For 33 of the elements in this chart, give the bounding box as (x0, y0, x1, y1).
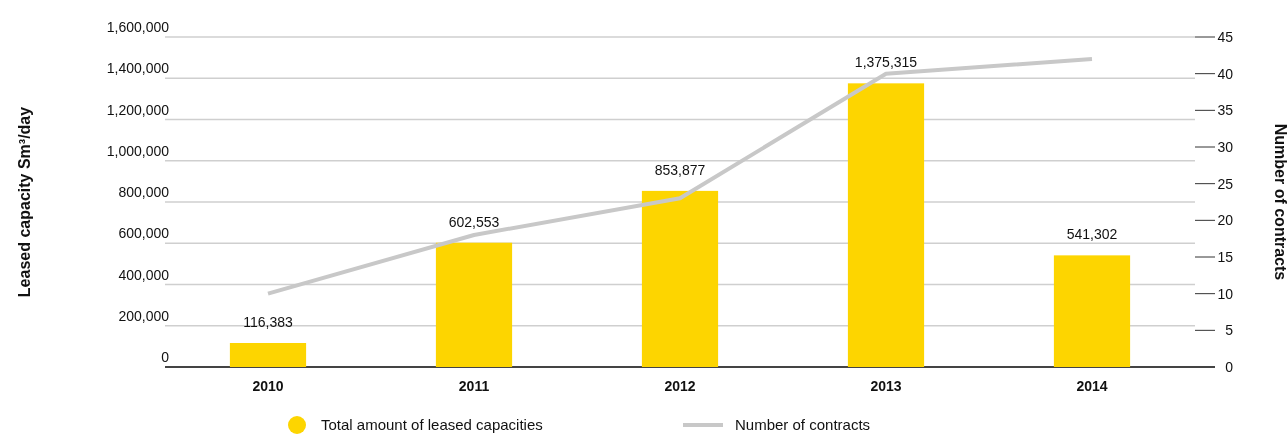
x-tick-label: 2013 (870, 378, 902, 394)
y-tick-label: 1,000,000 (106, 142, 170, 159)
text: 116,383 (243, 314, 293, 330)
x-tick-label: 2010 (252, 378, 284, 394)
y2-tick-label: 5 (1225, 322, 1234, 339)
x-tick-label: 2011 (458, 378, 490, 394)
text: 602,553 (448, 213, 500, 230)
y2-tick-label: 30 (1217, 139, 1234, 155)
y2-tick-label: 20 (1217, 212, 1234, 229)
y-tick-label: 600,000 (118, 225, 170, 242)
y-tick-label: 400,000 (118, 266, 170, 283)
y-tick-label: 1,400,000 (106, 60, 170, 77)
x-tick-label: 2014 (1076, 378, 1108, 394)
y-tick-label: 800,000 (118, 184, 170, 200)
y2-tick-label: 40 (1217, 65, 1234, 82)
y2-tick-label: 25 (1217, 175, 1234, 192)
y2-tick-label: 10 (1217, 285, 1234, 302)
y2-tick-label: 45 (1217, 29, 1234, 45)
y2-tick-label: 0 (1225, 359, 1234, 375)
legend-label: Total amount of leased capacities (321, 416, 543, 433)
y-tick-label: 1,200,000 (106, 101, 170, 118)
y-tick-label: 200,000 (118, 307, 170, 324)
y2-tick-label: 35 (1217, 102, 1234, 119)
text: 853,877 (654, 161, 706, 178)
y2-tick-label: 15 (1217, 249, 1234, 265)
x-tick-label: 2012 (664, 378, 696, 394)
y-tick-label: 0 (161, 349, 170, 365)
y-tick-label: 1,600,000 (106, 19, 170, 35)
legend-label: Number of contracts (735, 416, 871, 433)
y-axis-title: Leased capacity Sm³/day (16, 106, 33, 298)
y2-axis-title: Number of contracts (1272, 123, 1287, 281)
text: 1,375,315 (854, 54, 918, 71)
text: 541,302 (1066, 226, 1118, 243)
